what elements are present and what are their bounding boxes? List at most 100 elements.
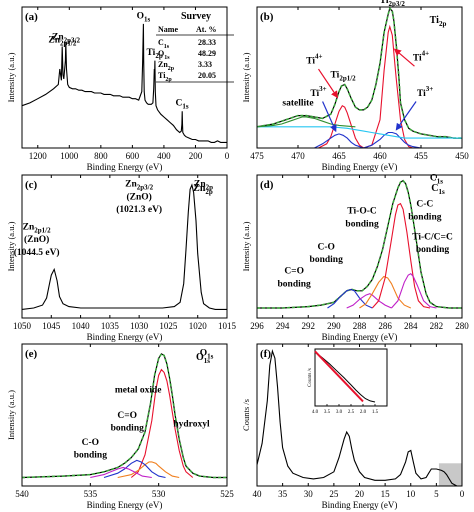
x-tick-label: 1030: [130, 321, 149, 331]
x-tick-label: 400: [157, 151, 171, 161]
series-line: [327, 288, 373, 309]
inset-tick-label: 3.0: [336, 410, 343, 415]
plot-frame: [21, 343, 228, 487]
inset-tick-label: 3.5: [324, 410, 331, 415]
x-tick-label: 475: [250, 151, 264, 161]
x-tick-label: 460: [373, 151, 387, 161]
panel-label: (d): [260, 179, 274, 191]
x-tick-label: 540: [15, 489, 29, 499]
annotation-label: (ZnO): [24, 234, 49, 245]
x-tick-label: 1200: [29, 151, 48, 161]
annotation-label: bonding: [310, 255, 344, 265]
inset-frame: [314, 348, 388, 407]
table-header: At. %: [196, 25, 216, 34]
series-line: [21, 183, 227, 310]
y-axis-label: Intensity (a.u.): [241, 52, 251, 102]
chart-panel-6: 40 35 30 25 20 15 10 5 0 Binding Energy (eV) Count…: [241, 343, 465, 510]
x-tick-label: 10: [406, 489, 416, 499]
x-tick-label: 455: [414, 151, 428, 161]
series-line: [21, 23, 227, 143]
series-line: [314, 133, 364, 149]
annotation-label: O1s: [200, 348, 214, 360]
x-tick-label: 288: [353, 321, 367, 331]
x-tick-label: 200: [189, 151, 203, 161]
y-axis-label: Intensity (a.u.): [6, 52, 16, 102]
panel-label: (a): [25, 11, 38, 23]
x-tick-label: 294: [276, 321, 290, 331]
inset-y-axis-label: Counts /s: [308, 368, 313, 387]
annotation-label: bonding: [111, 424, 145, 434]
series-line: [346, 293, 392, 309]
chart-panel-4: 296 294 292 290 288 286 284 282 280 Binding Energ…: [241, 174, 469, 342]
x-tick-label: 30: [304, 489, 314, 499]
x-tick-label: 5: [434, 489, 439, 499]
series-line: [359, 275, 412, 309]
x-axis-label: Binding Energy (eV): [322, 500, 398, 510]
panel-title: Zn2p: [193, 183, 213, 196]
inset-tick-label: 2.0: [360, 410, 367, 415]
annotation-label: (1044.5 eV): [14, 247, 60, 258]
annotation-label: C-O: [82, 438, 99, 448]
x-tick-label: 290: [327, 321, 341, 331]
panel-label: (b): [260, 11, 274, 23]
x-tick-label: 1020: [189, 321, 208, 331]
table-cell-value: 28.33: [198, 38, 216, 47]
x-tick-label: 15: [381, 489, 391, 499]
annotation-arrow: [393, 48, 415, 67]
annotation-label: (1021.3 eV): [116, 204, 162, 215]
inset-fit-line: [314, 350, 364, 403]
x-tick-label: 286: [378, 321, 392, 331]
annotation-label: C1s: [176, 99, 189, 111]
panel-title: O1s: [196, 352, 210, 365]
x-tick-label: 1000: [60, 151, 79, 161]
annotation-label: Ti2p1/2: [331, 71, 357, 83]
annotation-label: hydroxyl: [173, 419, 210, 429]
y-axis-label: Counts /s: [241, 399, 251, 431]
annotation-label: Ti2p: [147, 48, 163, 60]
x-tick-label: 284: [404, 321, 418, 331]
annotation-label: Ti4+: [306, 52, 322, 66]
table-cell-value: 48.29: [198, 49, 216, 58]
panel-title: C1s: [431, 183, 445, 196]
annotation-label: Ti4+: [413, 50, 429, 64]
annotation-label: Zn2p1/2: [23, 222, 51, 234]
x-axis-label: Binding Energy (eV): [87, 500, 163, 510]
x-tick-label: 525: [220, 489, 234, 499]
x-tick-label: 470: [291, 151, 305, 161]
series-line: [103, 459, 166, 479]
x-axis-label: Binding Energy (eV): [87, 332, 163, 342]
x-tick-label: 1015: [218, 321, 237, 331]
annotation-label: C=O: [117, 411, 137, 421]
x-axis-label: Binding Energy (eV): [87, 162, 163, 172]
x-tick-label: 296: [250, 321, 264, 331]
x-tick-label: 280: [455, 321, 469, 331]
x-tick-label: 450: [455, 151, 469, 161]
annotation-label: bonding: [278, 280, 312, 290]
x-tick-label: 1040: [72, 321, 91, 331]
table-cell-name: Ti2p: [158, 71, 172, 83]
annotation-label: Ti3+: [417, 85, 433, 99]
x-tick-label: 530: [152, 489, 166, 499]
table-cell-value: 3.33: [198, 60, 212, 69]
chart-panel-5: 540 535 530 525 Binding Energy (eV) Intensity…: [6, 343, 234, 510]
annotation-arrow: [395, 101, 417, 131]
annotation-label: C-O: [317, 242, 334, 252]
annotation-label: (ZnO): [126, 191, 151, 202]
x-tick-label: 465: [332, 151, 346, 161]
series-line: [130, 368, 194, 478]
x-tick-label: 600: [126, 151, 140, 161]
x-tick-label: 20: [355, 489, 365, 499]
x-tick-label: 35: [278, 489, 288, 499]
series-line: [371, 202, 431, 309]
annotation-arrow: [318, 68, 339, 99]
series-line: [257, 126, 462, 139]
series-line: [117, 461, 180, 479]
fit-envelope-line: [256, 6, 462, 139]
chart-panel-1: 1200 1000 800 600 400 200 0 Binding Energy (eV)…: [6, 6, 234, 172]
x-tick-label: 292: [302, 321, 316, 331]
fit-envelope-line: [21, 352, 227, 479]
panel-title: Ti2p: [430, 15, 447, 28]
x-tick-label: 40: [253, 489, 263, 499]
inset-tick-label: 2.5: [348, 410, 355, 415]
table-cell-name: C1s: [158, 38, 170, 50]
